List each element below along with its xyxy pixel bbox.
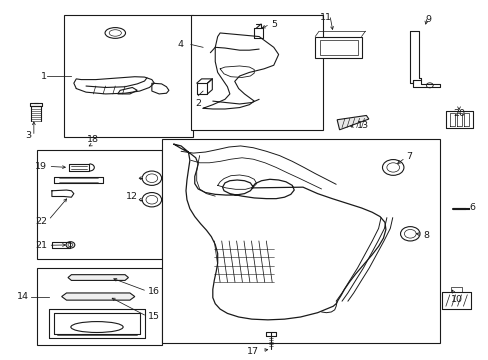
Polygon shape xyxy=(315,37,361,58)
Bar xyxy=(320,40,357,55)
Text: 20: 20 xyxy=(452,109,464,118)
Text: 10: 10 xyxy=(449,296,462,305)
Ellipse shape xyxy=(71,321,123,333)
Text: 15: 15 xyxy=(148,312,160,321)
Circle shape xyxy=(426,83,432,88)
Circle shape xyxy=(146,195,158,204)
Text: 2: 2 xyxy=(195,99,201,108)
Bar xyxy=(161,139,439,343)
Text: 12: 12 xyxy=(126,192,138,201)
Text: 9: 9 xyxy=(425,15,431,24)
Text: 22: 22 xyxy=(35,217,47,226)
Bar xyxy=(64,15,193,137)
Circle shape xyxy=(404,229,415,238)
Ellipse shape xyxy=(68,243,73,247)
Text: 16: 16 xyxy=(148,287,160,296)
Circle shape xyxy=(142,193,161,207)
Ellipse shape xyxy=(105,28,125,39)
Text: 21: 21 xyxy=(35,241,47,250)
Ellipse shape xyxy=(66,242,75,248)
Circle shape xyxy=(146,174,158,183)
Text: 1: 1 xyxy=(41,72,47,81)
Polygon shape xyxy=(336,116,368,130)
Ellipse shape xyxy=(109,30,121,36)
Text: 4: 4 xyxy=(177,40,183,49)
Polygon shape xyxy=(61,293,135,300)
Bar xyxy=(37,268,161,345)
Text: 3: 3 xyxy=(25,131,32,140)
Circle shape xyxy=(386,163,399,172)
Bar xyxy=(190,15,322,130)
Circle shape xyxy=(142,171,161,185)
Text: 11: 11 xyxy=(320,13,332,22)
Text: 7: 7 xyxy=(406,152,411,161)
Text: 19: 19 xyxy=(35,162,47,171)
Text: 13: 13 xyxy=(356,121,368,130)
Text: 14: 14 xyxy=(17,292,29,301)
Circle shape xyxy=(382,159,403,175)
Polygon shape xyxy=(68,275,128,280)
Circle shape xyxy=(400,226,419,241)
Text: 6: 6 xyxy=(469,203,475,212)
Text: 8: 8 xyxy=(422,231,428,240)
Text: 5: 5 xyxy=(271,20,277,29)
Bar xyxy=(37,149,161,259)
Text: 17: 17 xyxy=(246,347,259,356)
Text: 18: 18 xyxy=(87,135,99,144)
